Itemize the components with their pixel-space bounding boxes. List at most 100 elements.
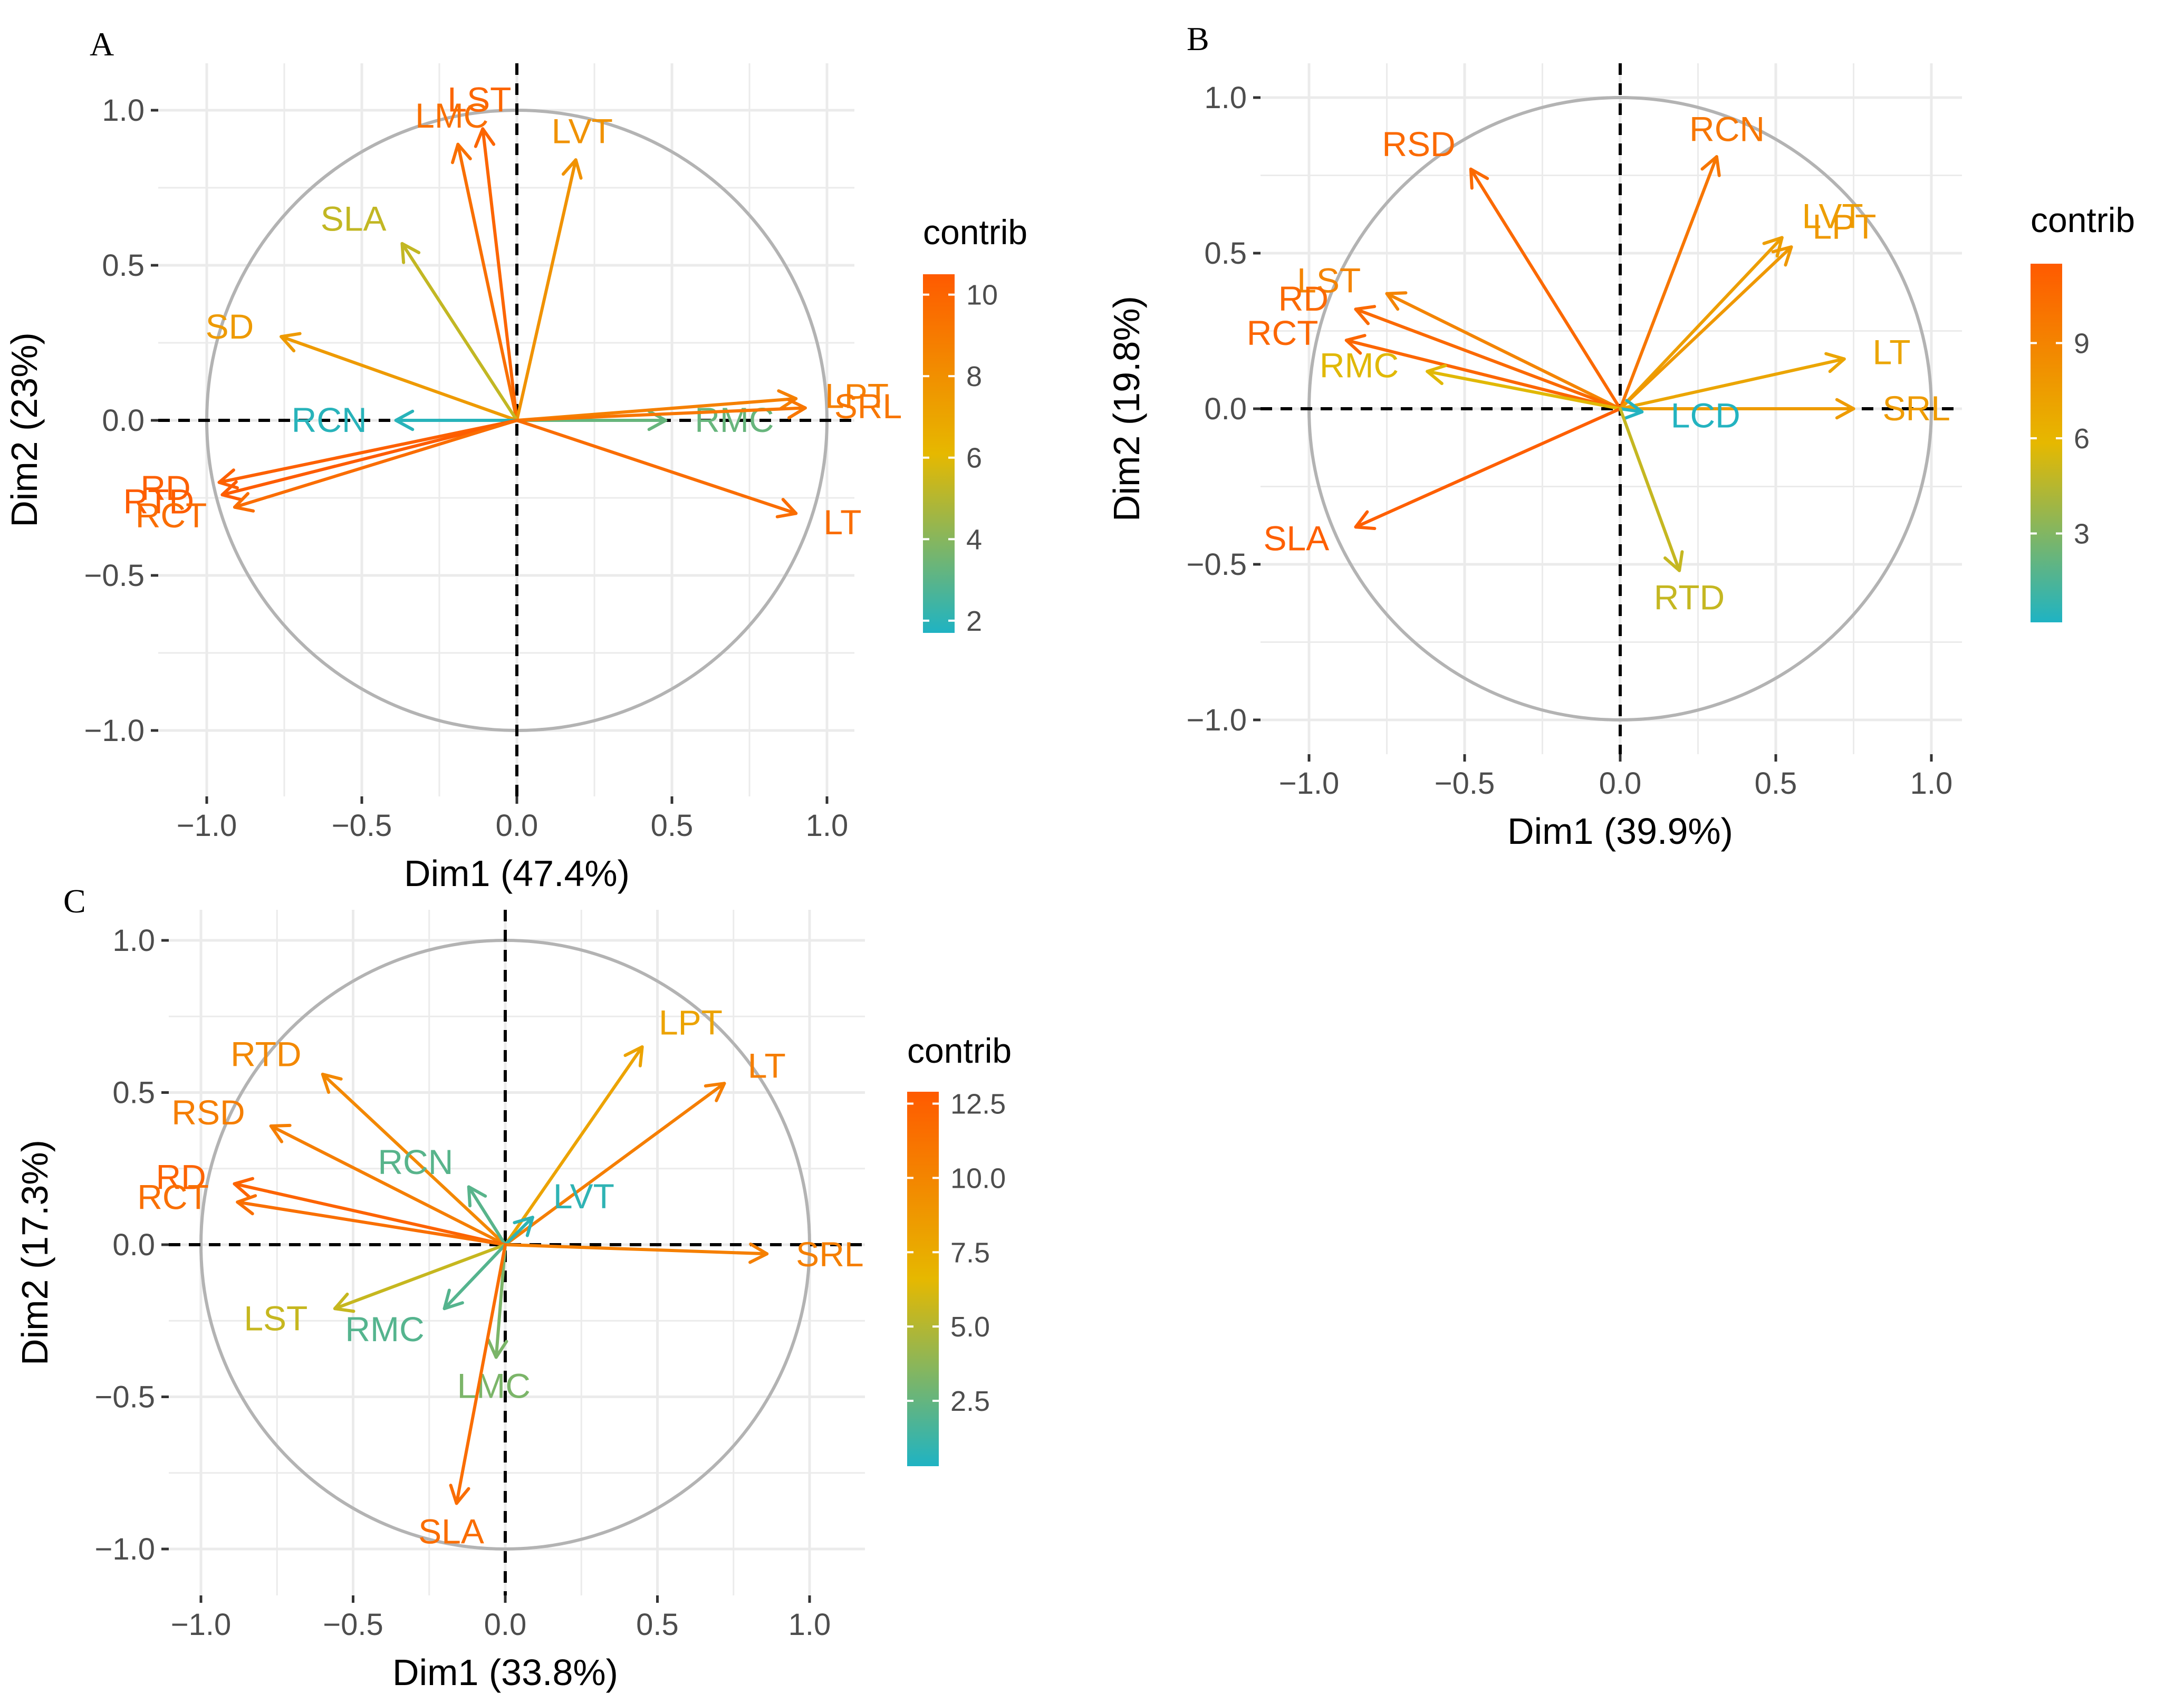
- variable-label: RCN: [292, 400, 367, 439]
- x-tick-label: 1.0: [806, 809, 849, 843]
- ticks: −1.0 −1.0 −0.5 −0.5 0.0 0.0 0.5 0.5 1.0 1.0: [84, 93, 849, 843]
- panel-letter: C: [63, 882, 86, 920]
- arrow-shaft: [1354, 407, 1622, 529]
- arrow-LT: LT: [504, 1046, 786, 1246]
- variable-label: LMC: [457, 1366, 531, 1405]
- panel-B: B −1.0 −1.0 −0.5 −0.5 0.0 0.0 0.5 0.5 1.0 1.0 Dim1 …: [1106, 20, 2135, 852]
- arrow-RD: RD: [140, 419, 518, 507]
- y-tick-label: −1.0: [84, 714, 145, 748]
- arrow-head: [474, 127, 496, 148]
- x-tick-label: −1.0: [171, 1608, 232, 1642]
- arrow-shaft: [269, 1124, 507, 1246]
- variable-label: LMC: [415, 96, 488, 135]
- x-tick-label: 1.0: [1910, 766, 1953, 801]
- y-tick-label: −1.0: [1187, 703, 1247, 737]
- variable-label: LVT: [553, 1177, 614, 1216]
- arrow-head: [513, 1216, 534, 1237]
- arrow-RSD: RSD: [1382, 124, 1622, 410]
- arrow-shaft: [1469, 167, 1622, 410]
- arrow-RMC: RMC: [345, 1243, 507, 1349]
- y-axis-title: Dim2 (19.8%): [1106, 296, 1147, 522]
- arrow-head: [1385, 291, 1408, 311]
- arrow-shaft: [504, 1045, 644, 1246]
- arrow-RTD: RTD: [230, 1034, 507, 1246]
- arrow-head: [777, 389, 798, 411]
- variable-label: SRL: [1883, 389, 1950, 428]
- variable-label: SLA: [418, 1512, 484, 1551]
- arrow-shaft: [504, 1216, 534, 1246]
- arrow-shaft: [515, 397, 798, 422]
- arrow-head: [487, 1338, 508, 1359]
- arrow-RCT: RCT: [137, 1178, 507, 1246]
- arrow-shaft: [504, 1082, 726, 1246]
- legend-colorbar: [923, 274, 955, 633]
- arrow-LPT: LPT: [1619, 207, 1877, 410]
- arrow-RCN: RCN: [1619, 110, 1765, 410]
- variable-label: RD: [1278, 279, 1329, 318]
- variable-label: LCD: [1671, 396, 1740, 435]
- arrow-SLA: SLA: [321, 199, 518, 422]
- legend-tick-label: 7.5: [950, 1237, 990, 1268]
- ticks: −1.0 −1.0 −0.5 −0.5 0.0 0.0 0.5 0.5 1.0 1.0: [1187, 81, 1953, 801]
- variable-label: LPT: [659, 1003, 723, 1042]
- contrib-legend: contrib 2 4 6 8 10: [923, 213, 1027, 637]
- arrow-RCT: RCT: [136, 419, 518, 535]
- x-tick-label: 0.0: [484, 1608, 527, 1642]
- legend-title: contrib: [907, 1031, 1012, 1070]
- arrow-RCT: RCT: [1247, 313, 1622, 410]
- variable-label: LT: [1872, 333, 1910, 372]
- arrow-head: [1344, 334, 1367, 355]
- arrow-head: [1469, 167, 1489, 190]
- variable-label: RMC: [1320, 346, 1399, 385]
- arrow-shaft: [233, 1182, 507, 1246]
- arrow-shaft: [1344, 339, 1622, 410]
- x-tick-label: 0.5: [651, 809, 694, 843]
- x-tick-label: 1.0: [788, 1608, 831, 1642]
- arrow-shaft: [1426, 370, 1622, 410]
- arrow-SD: SD: [206, 307, 518, 422]
- x-tick-label: −1.0: [177, 809, 237, 843]
- arrow-LMC: LMC: [457, 1243, 531, 1405]
- variable-label: RMC: [345, 1310, 424, 1349]
- arrow-RMC: RMC: [1320, 346, 1622, 410]
- x-tick-label: −0.5: [323, 1608, 383, 1642]
- variable-label: RSD: [1382, 124, 1455, 163]
- arrow-shaft: [1619, 245, 1793, 410]
- y-axis-title: Dim2 (23%): [4, 332, 45, 527]
- variable-label: RCN: [378, 1142, 453, 1181]
- arrow-LVT: LVT: [504, 1177, 614, 1246]
- variable-label: LPT: [825, 377, 889, 416]
- legend-title: contrib: [923, 213, 1027, 252]
- legend-title: contrib: [2031, 200, 2135, 239]
- arrow-head: [233, 492, 255, 513]
- y-tick-label: 1.0: [102, 93, 145, 128]
- legend-tick-label: 2: [966, 605, 982, 637]
- legend-tick-label: 5.0: [950, 1311, 990, 1343]
- arrow-LST: LST: [244, 1243, 507, 1338]
- arrow-shaft: [467, 1185, 507, 1246]
- arrow-head: [1824, 352, 1846, 373]
- arrow-RSD: RSD: [171, 1093, 507, 1246]
- variable-label: LST: [447, 80, 511, 119]
- x-axis-title: Dim1 (47.4%): [404, 853, 630, 894]
- arrow-LPT: LPT: [504, 1003, 723, 1246]
- ticks: −1.0 −1.0 −0.5 −0.5 0.0 0.0 0.5 0.5 1.0 1.0: [95, 923, 831, 1642]
- arrow-RCN: RCN: [292, 400, 518, 439]
- variable-label: RCT: [136, 496, 207, 535]
- arrow-shaft: [333, 1243, 507, 1311]
- arrow-head: [1771, 245, 1793, 267]
- arrow-shaft: [515, 406, 807, 422]
- arrow-shaft: [515, 419, 798, 515]
- legend-tick-label: 4: [966, 524, 982, 555]
- arrow-LVT: LVT: [515, 111, 613, 422]
- variable-label: RTD: [230, 1034, 301, 1073]
- arrow-SLA: SLA: [418, 1243, 507, 1551]
- arrow-LST: LST: [447, 80, 518, 422]
- variable-label: RCN: [1689, 110, 1765, 149]
- y-tick-label: 1.0: [112, 923, 155, 958]
- legend-tick-label: 8: [966, 361, 982, 392]
- arrow-head: [280, 332, 302, 353]
- arrow-head: [1354, 510, 1377, 531]
